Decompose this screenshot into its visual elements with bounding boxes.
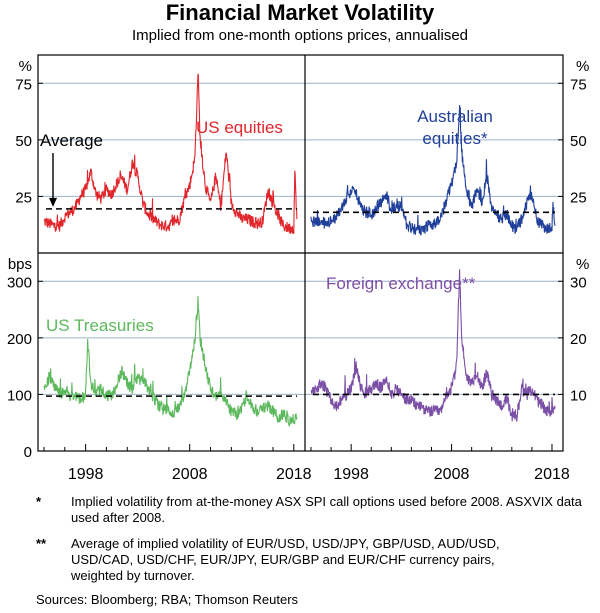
x-tick-label: 1998	[68, 466, 104, 483]
y-unit-right: %	[576, 58, 589, 75]
y-tick-label-right: 20	[570, 331, 587, 348]
average-annotation: Average	[40, 131, 103, 150]
average-arrow-head	[49, 197, 57, 207]
x-tick-label: 2018	[534, 466, 570, 483]
footnote-2-text: Average of implied volatility of EUR/USD…	[71, 536, 500, 583]
y-tick-label-left: 75	[15, 76, 32, 93]
footnote-1-text: Implied volatility from at-the-money ASX…	[71, 494, 582, 525]
footnote-2-mark: **	[36, 536, 47, 551]
chart-subtitle: Implied from one-month options prices, a…	[131, 27, 468, 44]
series-label-australian-line2: equities*	[422, 129, 488, 148]
y-tick-label-right: 10	[570, 387, 587, 404]
series-line-bottom-left	[43, 296, 298, 427]
x-tick-label: 2008	[172, 466, 208, 483]
series-label-top-left: US equities	[196, 118, 283, 137]
x-tick-label: 2018	[276, 466, 312, 483]
series-label-bottom-right: Foreign exchange**	[326, 274, 476, 293]
y-unit-left: bps	[8, 256, 32, 273]
series-line-top-left	[43, 73, 298, 235]
series-line-top-right	[310, 104, 556, 236]
footnote-1-mark: *	[36, 494, 42, 509]
y-tick-label-left: 300	[7, 274, 32, 291]
y-unit-left: %	[19, 58, 32, 75]
series-label-bottom-left: US Treasuries	[46, 316, 154, 335]
chart-figure: US equities 25 50 75% Australian equities* 25 5…	[7, 54, 589, 483]
y-unit-right: %	[576, 256, 589, 273]
chart-title: Financial Market Volatility	[165, 0, 435, 25]
y-tick-label-right: 25	[570, 189, 587, 206]
y-tick-label-left: 100	[7, 387, 32, 404]
y-tick-label-left: 25	[15, 189, 32, 206]
y-tick-label-left: 50	[15, 133, 32, 150]
y-tick-label-left: 200	[7, 331, 32, 348]
y-tick-label-right: 30	[570, 274, 587, 291]
series-line-bottom-right	[310, 269, 556, 422]
x-tick-label: 1998	[333, 466, 369, 483]
y-tick-label-left: 0	[24, 444, 32, 461]
series-label-australian-line1: Australian	[417, 107, 493, 126]
x-tick-label: 2008	[434, 466, 470, 483]
y-tick-label-right: 75	[570, 76, 587, 93]
y-tick-label-right: 50	[570, 133, 587, 150]
sources-note: Sources: Bloomberg; RBA; Thomson Reuters	[36, 592, 299, 607]
